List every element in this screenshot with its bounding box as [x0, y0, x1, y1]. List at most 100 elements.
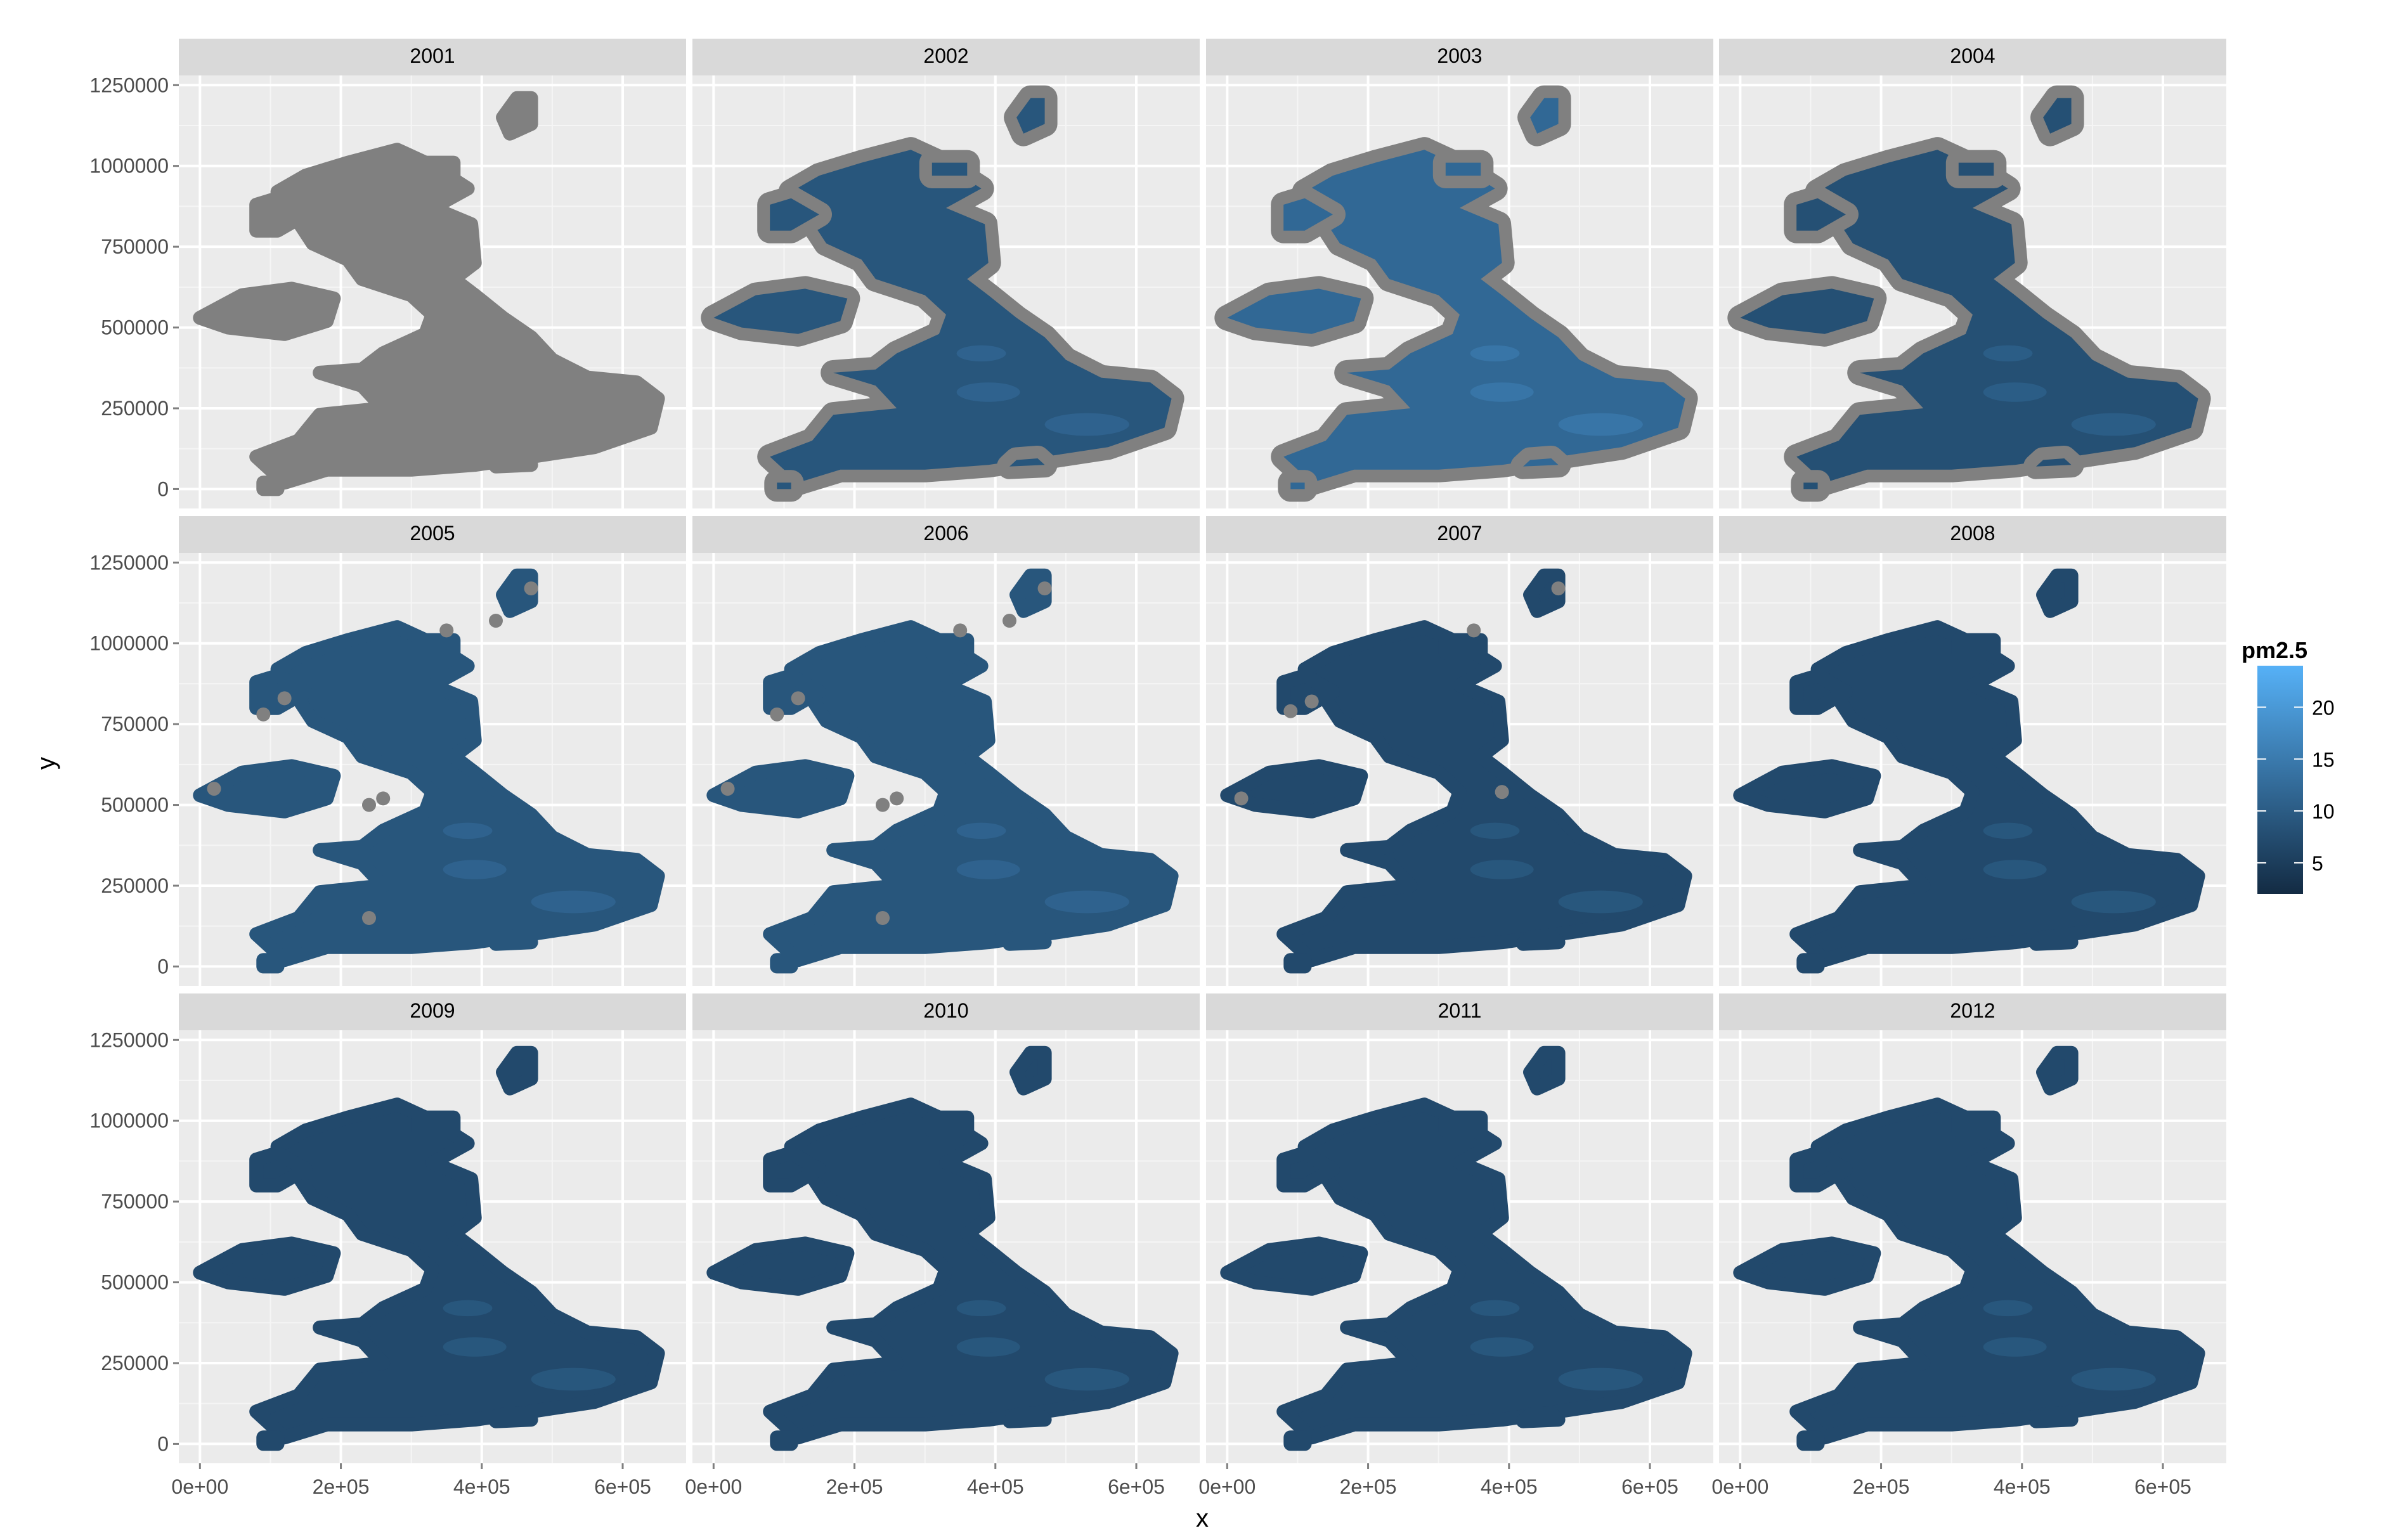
y-tick-label: 750000	[101, 235, 169, 258]
y-tick-label: 500000	[101, 1271, 169, 1294]
map-interior-2003-4	[1283, 198, 1333, 231]
facet-strip-2012	[1719, 993, 2226, 1030]
facet-panel-2001: 2001	[179, 39, 686, 508]
urban-hotspot-2010-2	[956, 1300, 1006, 1317]
map-region-2006-6	[770, 953, 798, 974]
y-tick-label: 0	[157, 1432, 169, 1455]
facet-strip-label-2001: 2001	[410, 44, 455, 67]
map-region-2010-1	[706, 1236, 855, 1296]
facet-panel-2010: 2010	[692, 993, 1200, 1463]
urban-hotspot-2003-1	[1470, 382, 1534, 402]
map-region-2005-2	[496, 568, 538, 618]
map-region-2008-2	[2036, 568, 2079, 618]
map-interior-2002-3	[931, 162, 968, 176]
map-region-2001-4	[249, 191, 313, 238]
missing-point-2005-1	[277, 691, 292, 706]
map-region-2011-5	[1516, 1406, 1566, 1428]
urban-hotspot-2002-2	[956, 345, 1006, 362]
map-region-2010-3	[925, 1110, 975, 1137]
map-region-2009-4	[249, 1146, 313, 1193]
x-tick-label: 2e+05	[313, 1475, 370, 1498]
urban-hotspot-2008-0	[2071, 890, 2156, 914]
map-interior-2004-1	[1740, 288, 1874, 334]
map-region-2007-6	[1283, 953, 1312, 974]
missing-coast-2003-1	[1214, 276, 1374, 347]
missing-point-2005-3	[376, 791, 391, 806]
urban-hotspot-2010-0	[1044, 1368, 1129, 1391]
facet-panel-2012: 2012	[1719, 993, 2226, 1463]
map-region-2009-6	[256, 1430, 285, 1451]
map-interior-2002-1	[713, 288, 848, 334]
y-tick-label: 0	[157, 955, 169, 978]
map-interior-2004-4	[1796, 198, 1846, 231]
map-region-2006-3	[925, 633, 975, 660]
map-region-2009-3	[411, 1110, 461, 1137]
map-region-2012-1	[1733, 1236, 1881, 1296]
facet-strip-2002	[692, 39, 1200, 75]
map-region-2008-3	[1951, 633, 2001, 660]
urban-hotspot-2012-1	[1983, 1337, 2047, 1357]
map-region-2001-1	[193, 281, 341, 341]
facet-strip-2004	[1719, 39, 2226, 75]
missing-point-2007-3	[1551, 581, 1566, 596]
missing-point-2006-1	[791, 691, 805, 706]
facet-strip-label-2006: 2006	[923, 522, 968, 545]
missing-coast-2004-1	[1727, 276, 1887, 347]
facet-strip-2005	[179, 516, 686, 553]
facet-strip-label-2007: 2007	[1437, 522, 1482, 545]
y-tick-label: 1250000	[89, 1028, 169, 1051]
urban-hotspot-2006-2	[956, 822, 1006, 839]
urban-hotspot-2003-2	[1470, 345, 1520, 362]
x-tick-label: 4e+05	[967, 1475, 1024, 1498]
facet-strip-label-2009: 2009	[410, 999, 455, 1022]
facet-strip-label-2003: 2003	[1437, 44, 1482, 67]
x-axis-title: x	[1196, 1504, 1209, 1532]
x-tick-label: 0e+00	[1711, 1475, 1768, 1498]
map-region-2010-2	[1009, 1045, 1052, 1096]
x-tick-label: 6e+05	[1108, 1475, 1165, 1498]
facet-strip-2009	[179, 993, 686, 1030]
map-region-2006-5	[1003, 929, 1052, 951]
urban-hotspot-2009-0	[531, 1368, 616, 1391]
urban-hotspot-2006-1	[956, 860, 1020, 879]
urban-hotspot-2007-2	[1470, 822, 1520, 839]
facet-strip-label-2010: 2010	[923, 999, 968, 1022]
urban-hotspot-2008-1	[1983, 860, 2047, 879]
map-region-2006-2	[1009, 568, 1052, 618]
missing-point-2006-6	[1037, 581, 1052, 596]
map-interior-2004-5	[2036, 458, 2072, 467]
facet-panel-2002: 2002	[692, 39, 1200, 508]
missing-point-2007-0	[1283, 704, 1298, 718]
facet-strip-label-2012: 2012	[1950, 999, 1995, 1022]
map-region-2011-3	[1438, 1110, 1488, 1137]
map-interior-2002-0	[770, 150, 1172, 483]
urban-hotspot-2004-1	[1983, 382, 2047, 402]
y-tick-label: 750000	[101, 1190, 169, 1213]
map-interior-2004-6	[1803, 482, 1818, 489]
map-region-2008-4	[1789, 668, 1853, 715]
y-tick-label: 1000000	[89, 1110, 169, 1132]
y-tick-label: 250000	[101, 397, 169, 420]
map-region-2012-4	[1789, 1146, 1853, 1193]
map-interior-2003-5	[1523, 458, 1559, 467]
missing-point-2006-0	[770, 707, 784, 721]
urban-hotspot-2010-1	[956, 1337, 1020, 1357]
facet-strip-label-2004: 2004	[1950, 44, 1995, 67]
y-tick-label: 1250000	[89, 551, 169, 574]
urban-hotspot-2012-0	[2071, 1368, 2156, 1391]
map-region-2006-4	[763, 668, 826, 715]
map-interior-2003-0	[1283, 150, 1685, 483]
y-tick-label: 250000	[101, 874, 169, 897]
map-region-2007-1	[1220, 759, 1368, 819]
facet-strip-2001	[179, 39, 686, 75]
urban-hotspot-2002-1	[956, 382, 1020, 402]
missing-point-2007-2	[1467, 623, 1481, 638]
missing-point-2006-2	[876, 798, 890, 812]
facet-strip-label-2002: 2002	[923, 44, 968, 67]
map-region-2012-3	[1951, 1110, 2001, 1137]
urban-hotspot-2009-1	[443, 1337, 507, 1357]
missing-point-2006-5	[1003, 614, 1016, 628]
map-region-2007-4	[1276, 668, 1340, 715]
facet-strip-2007	[1206, 516, 1713, 553]
